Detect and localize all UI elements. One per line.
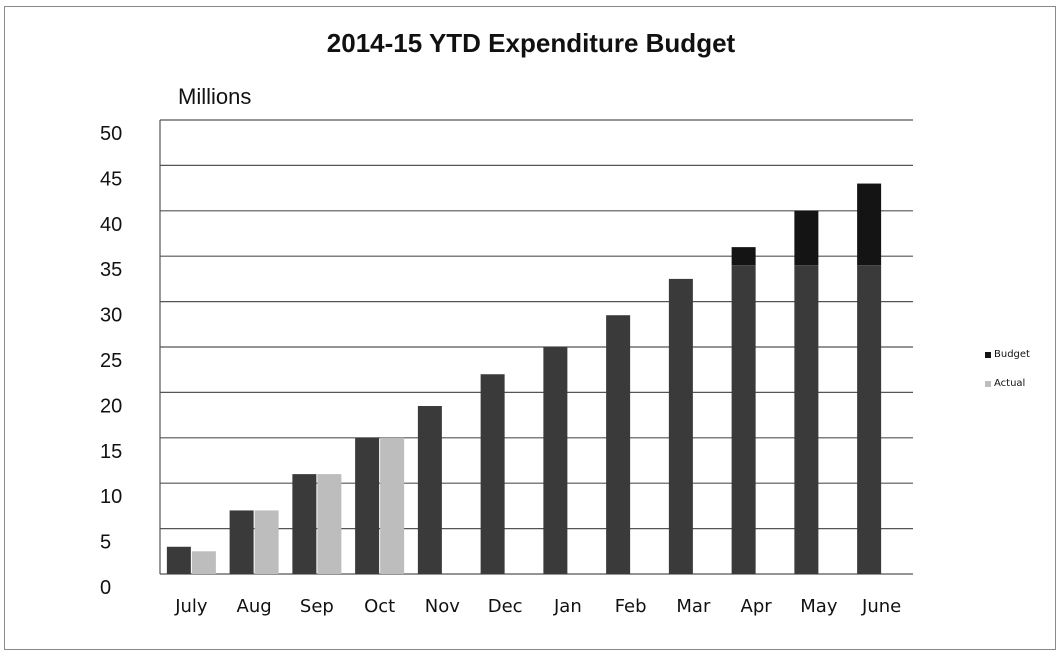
x-tick-label-june: June — [861, 596, 901, 617]
bar-actual-oct — [380, 437, 405, 574]
y-tick-label-50: 50 — [100, 123, 122, 145]
bar-actual-aug — [254, 510, 279, 574]
y-tick-label-40: 40 — [100, 214, 122, 236]
x-tick-label-apr: Apr — [741, 596, 773, 617]
legend-swatch-actual — [985, 380, 991, 387]
bar-budget-july — [166, 546, 191, 574]
y-tick-label-15: 15 — [100, 441, 122, 463]
y-tick-label-10: 10 — [100, 486, 122, 508]
legend-item-budget: Budget — [985, 340, 1030, 369]
legend: Budget Actual — [985, 340, 1030, 398]
bar-budget-oct — [355, 437, 380, 574]
y-tick-label-25: 25 — [100, 350, 122, 372]
x-tick-label-dec: Dec — [488, 596, 523, 617]
legend-label-actual: Actual — [994, 378, 1026, 389]
bar-budget-apr — [731, 265, 756, 574]
unit-label: Millions — [178, 84, 252, 109]
x-tick-label-july: July — [174, 596, 208, 617]
bar-budget-sep — [292, 474, 317, 574]
bar-actual-sep — [317, 474, 342, 574]
bar-budget-nov — [417, 406, 442, 574]
bar-budget-feb — [606, 315, 631, 574]
x-tick-label-sep: Sep — [300, 596, 334, 617]
x-tick-label-feb: Feb — [615, 596, 647, 617]
bar-budget-mar — [668, 278, 693, 574]
legend-item-actual: Actual — [985, 369, 1030, 398]
bar-budget-jan — [543, 347, 568, 574]
bar-actual-july — [191, 551, 216, 574]
y-tick-label-30: 30 — [100, 305, 122, 327]
legend-label-budget: Budget — [994, 349, 1030, 360]
x-tick-label-jan: Jan — [553, 596, 582, 617]
x-tick-label-may: May — [800, 596, 838, 617]
x-tick-label-mar: Mar — [676, 596, 711, 617]
x-tick-label-oct: Oct — [364, 596, 395, 617]
x-tick-label-aug: Aug — [237, 596, 272, 617]
x-tick-label-nov: Nov — [425, 596, 460, 617]
y-tick-label-35: 35 — [100, 259, 122, 281]
y-tick-label-5: 5 — [100, 532, 111, 554]
bar-budget-june — [857, 265, 882, 574]
bar-budget-dec — [480, 374, 505, 574]
chart-title: 2014-15 YTD Expenditure Budget — [326, 28, 736, 58]
bar-budget-may — [794, 265, 819, 574]
y-tick-label-45: 45 — [100, 168, 122, 190]
bar-budget-top-apr — [731, 247, 756, 266]
y-tick-label-20: 20 — [100, 395, 122, 417]
y-tick-label-0: 0 — [100, 577, 111, 599]
bar-budget-top-june — [857, 183, 882, 266]
legend-swatch-budget — [985, 351, 991, 358]
bar-budget-aug — [229, 510, 254, 574]
bar-budget-top-may — [794, 210, 819, 266]
